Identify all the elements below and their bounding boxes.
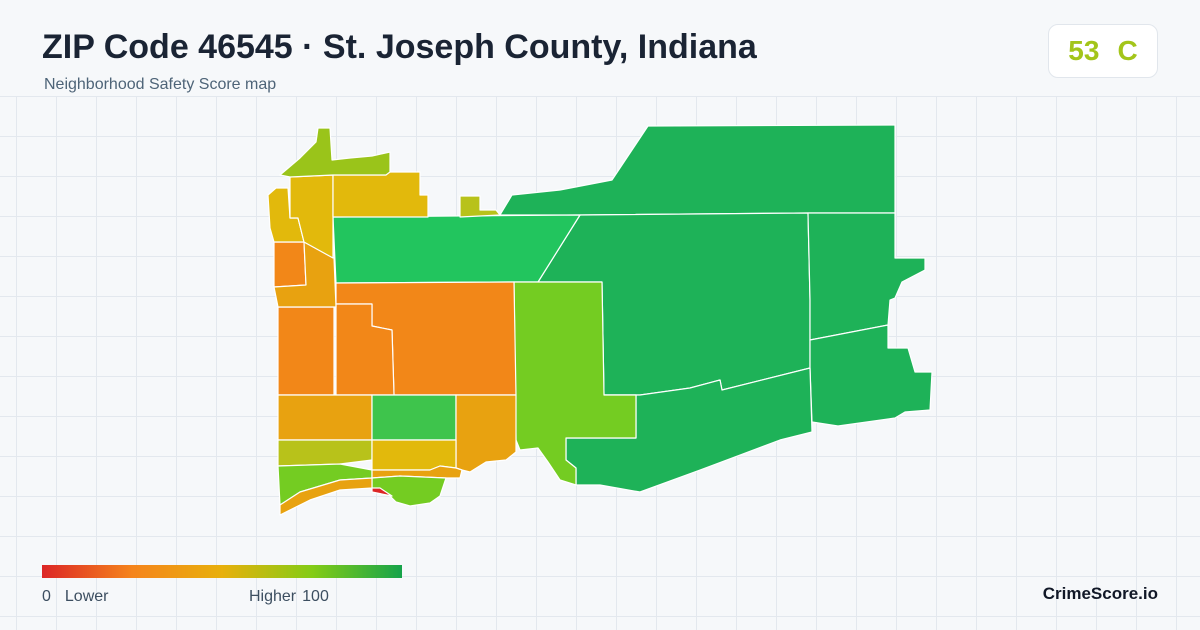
brand-logo-text[interactable]: CrimeScore.io (1042, 584, 1158, 603)
score-badge: 53 C (1048, 24, 1158, 78)
page-subtitle: Neighborhood Safety Score map (44, 76, 277, 93)
legend-max: Higher 100 (249, 588, 335, 606)
score-value: 53 (1068, 35, 1100, 66)
legend-min: 0 Lower (42, 588, 114, 606)
map-region[interactable] (332, 214, 581, 284)
legend-max-label: Higher (249, 588, 297, 605)
header (0, 0, 1200, 96)
map-region[interactable] (371, 439, 457, 471)
legend-gradient-bar (42, 565, 402, 578)
map-region[interactable] (279, 127, 391, 178)
map-region[interactable] (277, 394, 373, 441)
map-region[interactable] (459, 195, 501, 218)
page-title: ZIP Code 46545 · St. Joseph County, Indi… (42, 28, 757, 66)
map-region[interactable] (371, 487, 393, 497)
map-region[interactable] (277, 439, 373, 467)
map-region[interactable] (807, 212, 926, 341)
map-region[interactable] (371, 394, 457, 441)
legend-min-label: Lower (64, 588, 109, 605)
map-region[interactable] (273, 241, 337, 308)
map-region[interactable] (273, 241, 307, 288)
grade-letter: C (1117, 35, 1138, 66)
legend-max-value: 100 (302, 588, 329, 605)
map-region[interactable] (513, 281, 637, 486)
map-region[interactable] (809, 324, 933, 427)
map-region[interactable] (455, 394, 517, 473)
map-region[interactable] (499, 124, 896, 216)
legend-min-value: 0 (42, 588, 51, 605)
map-region[interactable] (277, 306, 335, 396)
map-region[interactable] (332, 171, 429, 218)
